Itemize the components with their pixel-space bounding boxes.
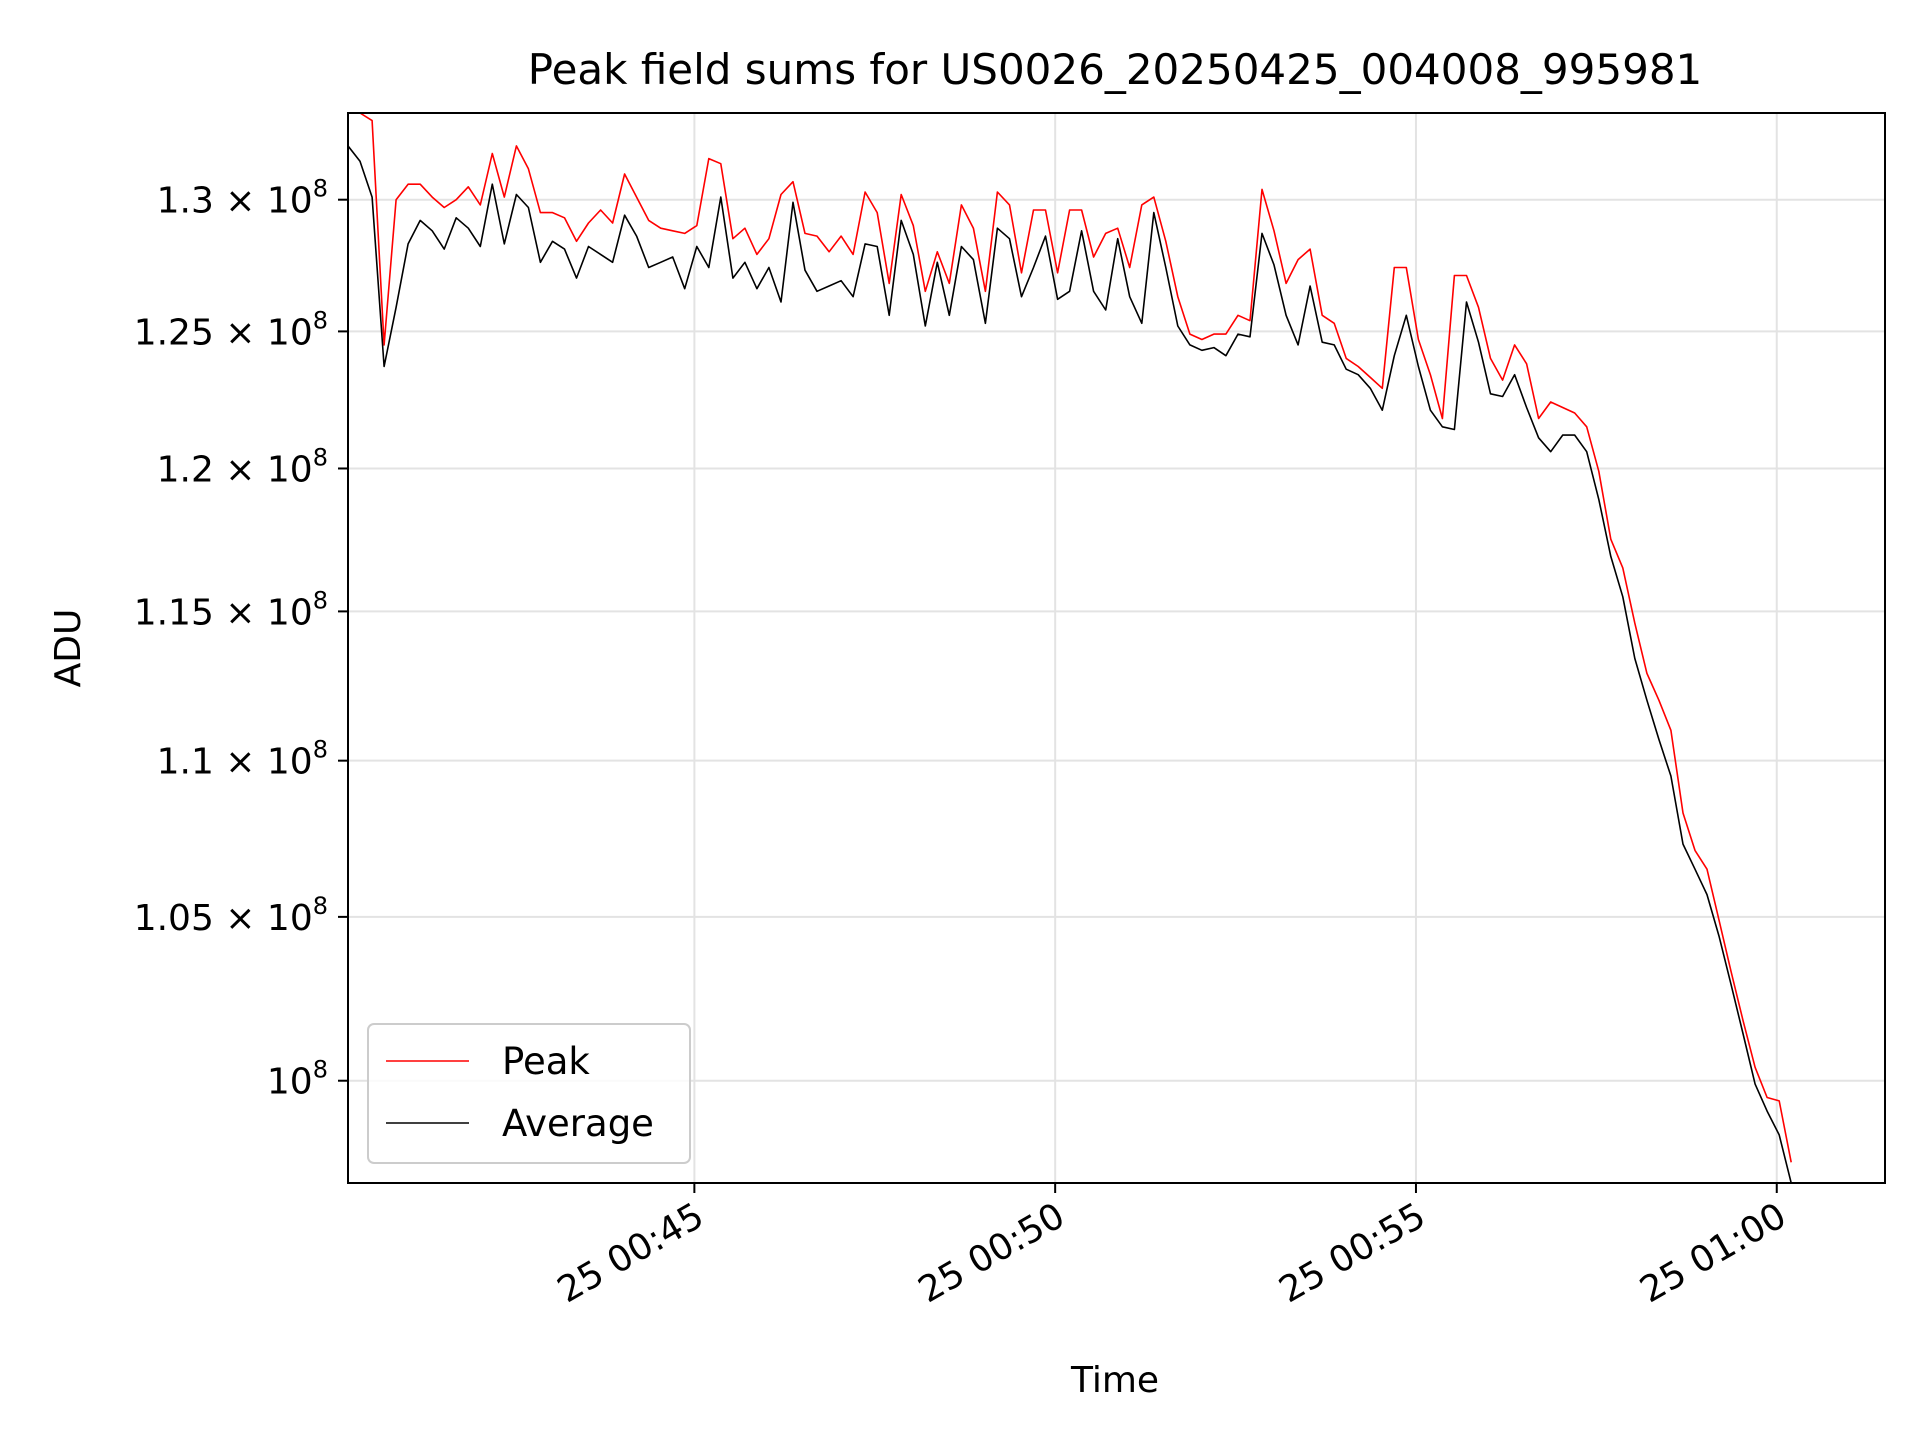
series-line-peak bbox=[348, 113, 1792, 1163]
y-tick-label: 1.3 × 108 bbox=[157, 175, 328, 222]
y-tick-label: 108 bbox=[267, 1056, 328, 1103]
y-tick-label: 1.1 × 108 bbox=[157, 736, 328, 783]
grid-lines bbox=[348, 113, 1885, 1183]
plot-frame bbox=[347, 112, 1886, 1184]
legend-label-average: Average bbox=[502, 1102, 654, 1145]
legend: Peak Average bbox=[367, 1023, 691, 1164]
y-tick-label: 1.2 × 108 bbox=[157, 443, 328, 490]
y-tick-label: 1.05 × 108 bbox=[134, 892, 328, 939]
series-line-average bbox=[348, 145, 1792, 1183]
y-axis-label: ADU bbox=[48, 609, 89, 688]
y-axis-ticks: 108 1.05 × 108 1.1 × 108 1.15 × 108 1.2 × 10… bbox=[134, 175, 348, 1103]
x-axis-label: Time bbox=[1070, 1360, 1159, 1401]
chart-title: Peak field sums for US0026_20250425_0040… bbox=[528, 45, 1703, 94]
y-tick-label: 1.25 × 108 bbox=[134, 306, 328, 353]
y-tick-label: 1.15 × 108 bbox=[134, 586, 328, 633]
series-lines bbox=[348, 113, 1792, 1183]
legend-label-peak: Peak bbox=[502, 1040, 590, 1083]
legend-box bbox=[367, 1023, 691, 1164]
